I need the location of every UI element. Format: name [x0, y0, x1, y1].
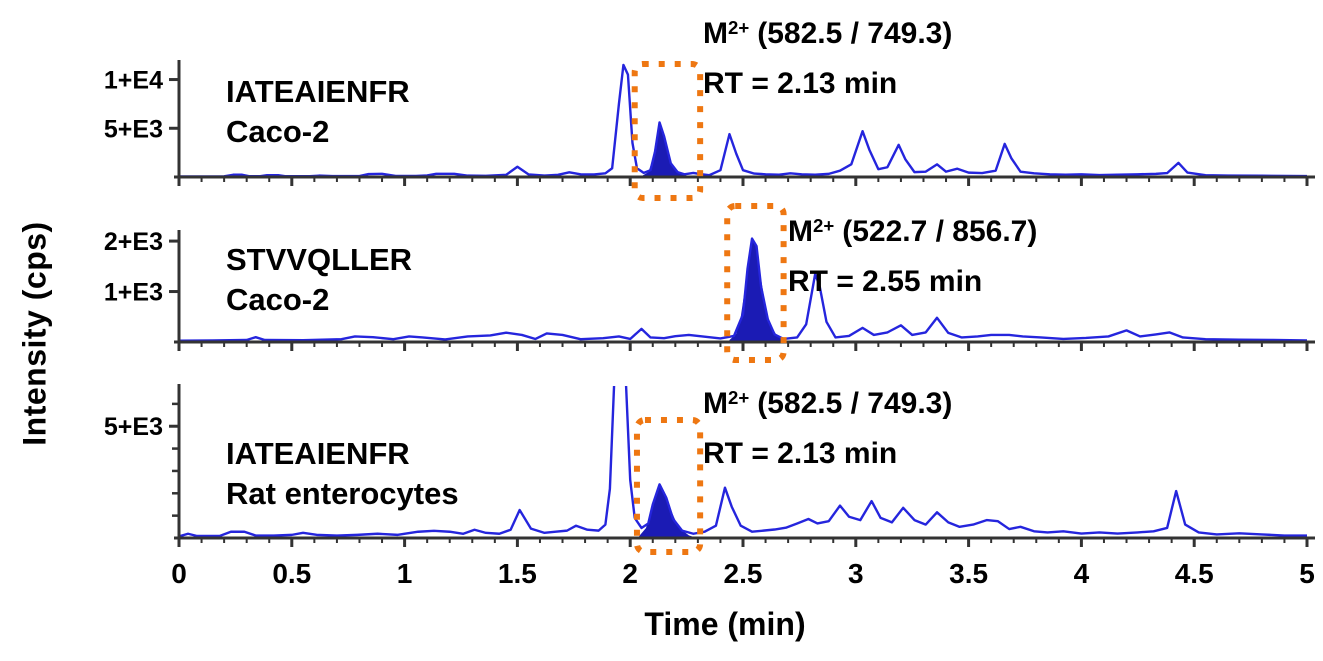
svg-text:1+E3: 1+E3	[104, 279, 163, 307]
cell-model-label: Caco-2	[226, 114, 330, 149]
panel-2-sample-label: STVVQLLER Caco-2	[226, 240, 412, 320]
transition-masses: (582.5 / 749.3)	[757, 17, 953, 50]
peptide-sequence-label: IATEAIENFR	[226, 74, 410, 109]
svg-text:5+E3: 5+E3	[104, 413, 163, 441]
svg-text:1+E4: 1+E4	[104, 67, 163, 95]
svg-text:3.5: 3.5	[949, 558, 988, 589]
charge-superscript: 2+	[813, 214, 835, 236]
precursor-ion-label: M	[703, 17, 728, 50]
svg-text:2+E3: 2+E3	[104, 228, 163, 256]
svg-text:1.5: 1.5	[498, 558, 537, 589]
cell-model-label: Rat enterocytes	[226, 476, 459, 511]
svg-text:4: 4	[1074, 558, 1090, 589]
precursor-ion-label: M	[788, 215, 813, 248]
transition-label: M2+ (522.7 / 856.7)	[788, 208, 1037, 258]
panel-3-annotation: M2+ (582.5 / 749.3) RT = 2.13 min	[703, 380, 952, 477]
svg-text:1: 1	[397, 558, 413, 589]
svg-text:2: 2	[622, 558, 638, 589]
transition-label: M2+ (582.5 / 749.3)	[703, 380, 952, 430]
transition-label: M2+ (582.5 / 749.3)	[703, 10, 952, 60]
charge-superscript: 2+	[728, 386, 750, 408]
charge-superscript: 2+	[728, 16, 750, 38]
svg-text:5: 5	[1299, 558, 1315, 589]
retention-time-label: RT = 2.13 min	[703, 67, 898, 100]
svg-text:5+E3: 5+E3	[104, 115, 163, 143]
transition-masses: (582.5 / 749.3)	[757, 387, 953, 420]
panel-1-sample-label: IATEAIENFR Caco-2	[226, 72, 410, 152]
x-axis-title: Time (min)	[644, 606, 806, 642]
retention-time-label: RT = 2.13 min	[703, 437, 898, 470]
precursor-ion-label: M	[703, 387, 728, 420]
retention-time-label: RT = 2.55 min	[788, 265, 983, 298]
panel-2-annotation: M2+ (522.7 / 856.7) RT = 2.55 min	[788, 208, 1037, 305]
peptide-sequence-label: STVVQLLER	[226, 242, 413, 277]
transition-masses: (522.7 / 856.7)	[842, 215, 1038, 248]
panel-1-annotation: M2+ (582.5 / 749.3) RT = 2.13 min	[703, 10, 952, 107]
panel-3-sample-label: IATEAIENFR Rat enterocytes	[226, 434, 459, 514]
cell-model-label: Caco-2	[226, 282, 330, 317]
svg-text:2.5: 2.5	[724, 558, 763, 589]
svg-text:4.5: 4.5	[1175, 558, 1214, 589]
svg-text:3: 3	[848, 558, 864, 589]
svg-text:0.5: 0.5	[272, 558, 311, 589]
peptide-sequence-label: IATEAIENFR	[226, 436, 410, 471]
svg-text:0: 0	[171, 558, 187, 589]
y-axis-title: Intensity (cps)	[16, 221, 53, 446]
